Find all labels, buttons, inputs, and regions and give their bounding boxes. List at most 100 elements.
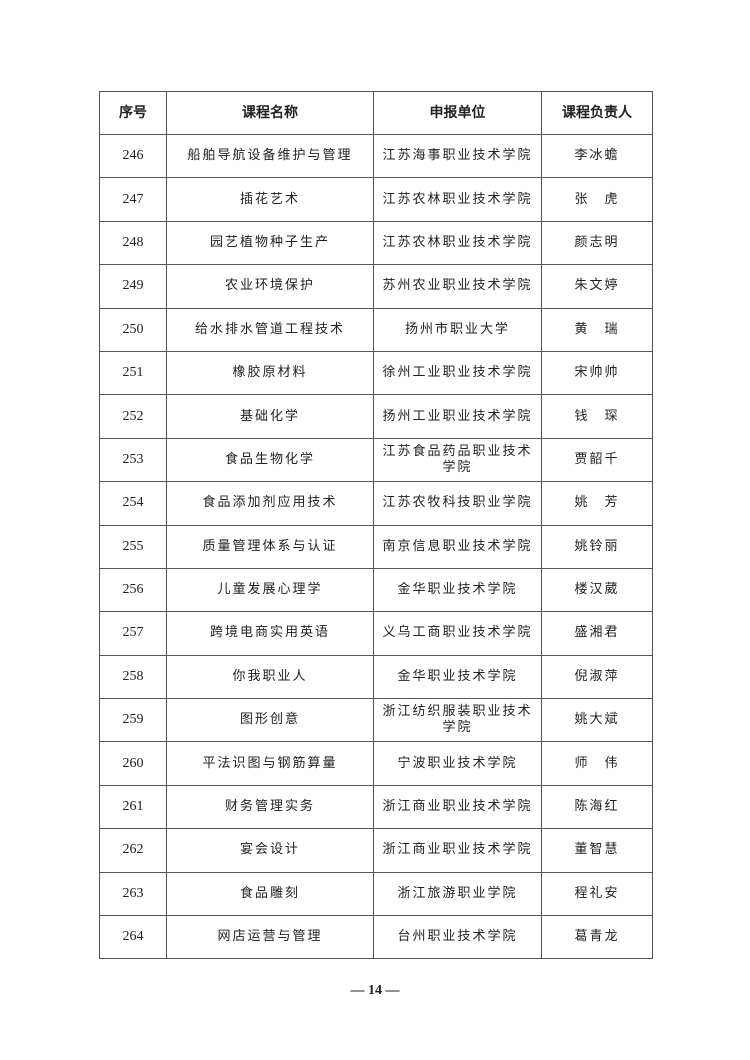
cell-institution: 扬州市职业大学 bbox=[373, 307, 542, 352]
cell-course-name: 农业环境保护 bbox=[166, 264, 374, 309]
cell-index: 255 bbox=[99, 524, 167, 569]
cell-lead: 师 伟 bbox=[541, 741, 653, 786]
cell-lead: 钱 琛 bbox=[541, 394, 653, 439]
cell-institution: 浙江旅游职业学院 bbox=[373, 871, 542, 917]
cell-institution: 江苏农林职业技术学院 bbox=[373, 220, 542, 266]
table-row: 251 橡胶原材料 徐州工业职业技术学院 宋帅帅 bbox=[99, 350, 653, 396]
cell-lead: 张 虎 bbox=[541, 177, 653, 222]
cell-institution: 江苏海事职业技术学院 bbox=[373, 133, 542, 179]
cell-lead: 董智慧 bbox=[541, 828, 653, 873]
cell-lead: 朱文婷 bbox=[541, 264, 653, 309]
table-row: 255 质量管理体系与认证 南京信息职业技术学院 姚铃丽 bbox=[99, 524, 653, 569]
cell-course-name: 宴会设计 bbox=[166, 828, 374, 873]
table-row: 247 插花艺术 江苏农林职业技术学院张 虎 bbox=[99, 177, 653, 222]
cell-index: 250 bbox=[99, 307, 167, 352]
cell-lead: 陈海红 bbox=[541, 784, 653, 830]
table-row: 257 跨境电商实用英语 义乌工商职业技术学院 盛湘君 bbox=[99, 611, 653, 656]
cell-index: 261 bbox=[99, 784, 167, 830]
cell-institution: 浙江纺织服装职业技术学院 bbox=[373, 698, 542, 743]
table-row: 264 网店运营与管理 台州职业技术学院 葛青龙 bbox=[99, 915, 653, 960]
cell-index: 264 bbox=[99, 915, 167, 960]
cell-course-name: 给水排水管道工程技术 bbox=[166, 307, 374, 352]
cell-course-name: 园艺植物种子生产 bbox=[166, 220, 374, 266]
table-row: 249 农业环境保护 苏州农业职业技术学院 朱文婷 bbox=[99, 264, 653, 309]
cell-lead: 黄 瑞 bbox=[541, 307, 653, 352]
cell-institution: 台州职业技术学院 bbox=[373, 915, 542, 960]
cell-institution: 徐州工业职业技术学院 bbox=[373, 350, 542, 396]
cell-lead: 李冰蟾 bbox=[541, 133, 653, 179]
cell-course-name: 食品雕刻 bbox=[166, 871, 374, 917]
cell-institution: 浙江商业职业技术学院 bbox=[373, 784, 542, 830]
cell-index: 260 bbox=[99, 741, 167, 786]
table-row: 246 船舶导航设备维护与管理 江苏海事职业技术学院 李冰蟾 bbox=[99, 133, 653, 179]
cell-course-name: 平法识图与钢筋算量 bbox=[166, 741, 374, 786]
cell-institution: 南京信息职业技术学院 bbox=[373, 524, 542, 569]
cell-lead: 楼汉葳 bbox=[541, 567, 653, 613]
cell-index: 252 bbox=[99, 394, 167, 439]
cell-institution: 江苏农牧科技职业学院 bbox=[373, 481, 542, 526]
cell-course-name: 橡胶原材料 bbox=[166, 350, 374, 396]
cell-institution: 金华职业技术学院 bbox=[373, 654, 542, 700]
cell-index: 253 bbox=[99, 437, 167, 483]
table-row: 260 平法识图与钢筋算量 宁波职业技术学院师 伟 bbox=[99, 741, 653, 786]
cell-index: 247 bbox=[99, 177, 167, 222]
cell-lead: 贾韶千 bbox=[541, 437, 653, 483]
page-number: — 14 — bbox=[350, 983, 400, 998]
table-row: 258 你我职业人 金华职业技术学院 倪淑萍 bbox=[99, 654, 653, 700]
cell-index: 262 bbox=[99, 828, 167, 873]
table-row: 248 园艺植物种子生产 江苏农林职业技术学院 颜志明 bbox=[99, 220, 653, 266]
table-row: 256 儿童发展心理学 金华职业技术学院 楼汉葳 bbox=[99, 567, 653, 613]
cell-institution: 扬州工业职业技术学院 bbox=[373, 394, 542, 439]
cell-index: 251 bbox=[99, 350, 167, 396]
cell-index: 246 bbox=[99, 133, 167, 179]
cell-course-name: 船舶导航设备维护与管理 bbox=[166, 133, 374, 179]
table-row: 261 财务管理实务 浙江商业职业技术学院 陈海红 bbox=[99, 784, 653, 830]
course-table: 序号 课程名称 申报单位 课程负责人 246 船舶导航设备维护与管理 江苏海事职业技… bbox=[99, 91, 653, 960]
cell-lead: 姚铃丽 bbox=[541, 524, 653, 569]
cell-institution: 苏州农业职业技术学院 bbox=[373, 264, 542, 309]
table-row: 259 图形创意 浙江纺织服装职业技术学院 姚大斌 bbox=[99, 698, 653, 743]
table-header-row: 序号 课程名称 申报单位 课程负责人 bbox=[99, 91, 653, 135]
cell-index: 254 bbox=[99, 481, 167, 526]
cell-institution: 江苏农林职业技术学院 bbox=[373, 177, 542, 222]
table-row: 250 给水排水管道工程技术 扬州市职业大学黄 瑞 bbox=[99, 307, 653, 352]
header-lead: 课程负责人 bbox=[541, 91, 653, 135]
cell-lead: 姚 芳 bbox=[541, 481, 653, 526]
header-course-name: 课程名称 bbox=[166, 91, 374, 135]
cell-course-name: 基础化学 bbox=[166, 394, 374, 439]
cell-course-name: 食品生物化学 bbox=[166, 437, 374, 483]
cell-course-name: 质量管理体系与认证 bbox=[166, 524, 374, 569]
header-index: 序号 bbox=[99, 91, 167, 135]
cell-course-name: 食品添加剂应用技术 bbox=[166, 481, 374, 526]
cell-lead: 盛湘君 bbox=[541, 611, 653, 656]
cell-course-name: 你我职业人 bbox=[166, 654, 374, 700]
cell-course-name: 图形创意 bbox=[166, 698, 374, 743]
cell-lead: 姚大斌 bbox=[541, 698, 653, 743]
table-row: 262 宴会设计 浙江商业职业技术学院 董智慧 bbox=[99, 828, 653, 873]
cell-course-name: 财务管理实务 bbox=[166, 784, 374, 830]
cell-lead: 程礼安 bbox=[541, 871, 653, 917]
table-row: 252 基础化学 扬州工业职业技术学院钱 琛 bbox=[99, 394, 653, 439]
cell-lead: 宋帅帅 bbox=[541, 350, 653, 396]
cell-course-name: 儿童发展心理学 bbox=[166, 567, 374, 613]
cell-index: 263 bbox=[99, 871, 167, 917]
cell-index: 248 bbox=[99, 220, 167, 266]
cell-index: 249 bbox=[99, 264, 167, 309]
cell-institution: 宁波职业技术学院 bbox=[373, 741, 542, 786]
cell-course-name: 插花艺术 bbox=[166, 177, 374, 222]
cell-index: 257 bbox=[99, 611, 167, 656]
cell-lead: 葛青龙 bbox=[541, 915, 653, 960]
cell-institution: 义乌工商职业技术学院 bbox=[373, 611, 542, 656]
table-row: 263 食品雕刻 浙江旅游职业学院 程礼安 bbox=[99, 871, 653, 917]
cell-index: 256 bbox=[99, 567, 167, 613]
cell-institution: 江苏食品药品职业技术学院 bbox=[373, 437, 542, 483]
cell-institution: 浙江商业职业技术学院 bbox=[373, 828, 542, 873]
cell-institution: 金华职业技术学院 bbox=[373, 567, 542, 613]
cell-index: 258 bbox=[99, 654, 167, 700]
cell-lead: 倪淑萍 bbox=[541, 654, 653, 700]
cell-course-name: 跨境电商实用英语 bbox=[166, 611, 374, 656]
table-row: 253 食品生物化学 江苏食品药品职业技术学院 贾韶千 bbox=[99, 437, 653, 483]
cell-course-name: 网店运营与管理 bbox=[166, 915, 374, 960]
header-institution: 申报单位 bbox=[373, 91, 542, 135]
cell-index: 259 bbox=[99, 698, 167, 743]
